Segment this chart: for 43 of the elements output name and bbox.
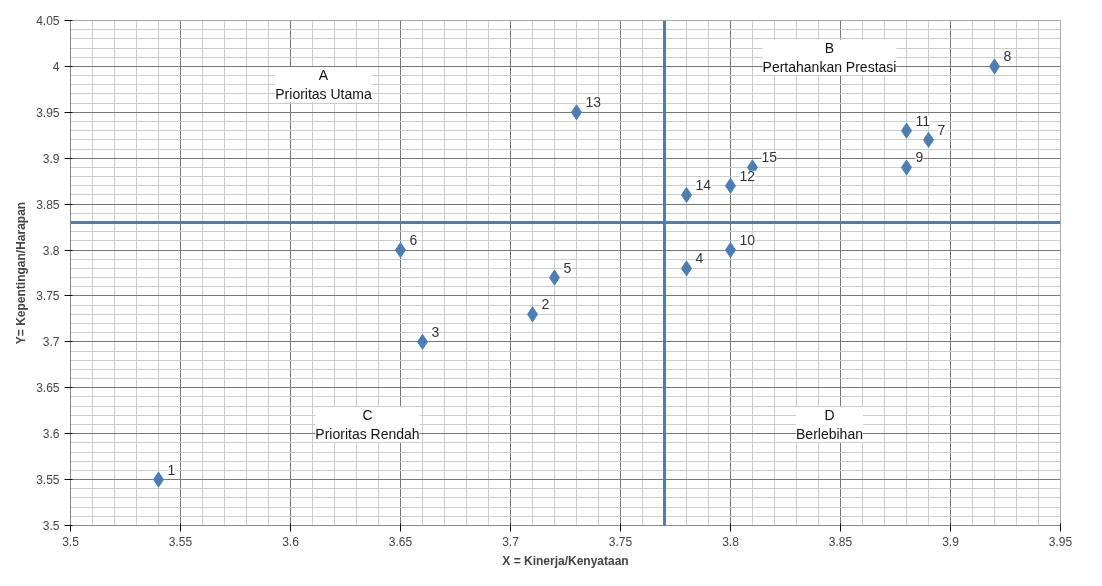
annotation: B Pertahankan Prestasi [762, 39, 897, 75]
x-axis-title: X = Kinerja/Kenyataan [502, 553, 629, 568]
x-tick-label: 3.5 [62, 534, 80, 549]
annotation: 12 [739, 167, 756, 184]
x-tick-label: 3.65 [388, 534, 413, 549]
y-tick-label: 4.05 [36, 14, 60, 28]
annotation: 8 [1003, 48, 1012, 65]
y-axis-title: Y= Kepentingan/Harapan [14, 201, 29, 345]
y-tick-label: 3.6 [42, 427, 60, 442]
x-tick-label: 3.9 [942, 534, 960, 549]
y-tick-label: 3.5 [42, 519, 60, 533]
annotation: 14 [695, 176, 712, 193]
y-tick-label: 3.75 [36, 289, 60, 304]
annotation: 9 [915, 149, 924, 166]
annotation: C Prioritas Rendah [315, 406, 420, 443]
annotation: 6 [409, 232, 418, 249]
y-tick-label: 3.55 [36, 473, 60, 488]
annotation: 10 [739, 232, 756, 249]
x-tick-label: 3.6 [282, 534, 300, 549]
annotation: D Berlebihan [796, 406, 863, 443]
annotation: 15 [761, 149, 778, 166]
y-tick-label: 3.95 [36, 105, 60, 120]
annotation: 1 [167, 461, 176, 478]
x-tick-label: 3.8 [722, 534, 740, 549]
x-tick-label: 3.75 [608, 534, 633, 549]
annotation: 4 [695, 250, 704, 267]
annotation: 7 [937, 121, 946, 138]
annotation: 3 [431, 323, 440, 340]
x-tick-label: 3.55 [168, 534, 193, 549]
x-tick-label: 3.7 [502, 534, 520, 549]
y-tick-label: 4 [52, 59, 60, 74]
y-tick-label: 3.9 [42, 151, 60, 166]
y-tick-label: 3.85 [36, 197, 60, 212]
annotation: 2 [541, 296, 550, 313]
annotation: 5 [563, 259, 572, 276]
annotation: 11 [915, 112, 931, 129]
x-tick-label: 3.95 [1048, 534, 1073, 549]
annotation: 13 [585, 94, 602, 111]
y-tick-label: 3.8 [42, 243, 60, 258]
y-tick-label: 3.7 [42, 335, 60, 350]
annotation: A Prioritas Utama [275, 67, 372, 103]
y-tick-label: 3.65 [36, 381, 60, 396]
x-tick-label: 3.85 [828, 534, 853, 549]
